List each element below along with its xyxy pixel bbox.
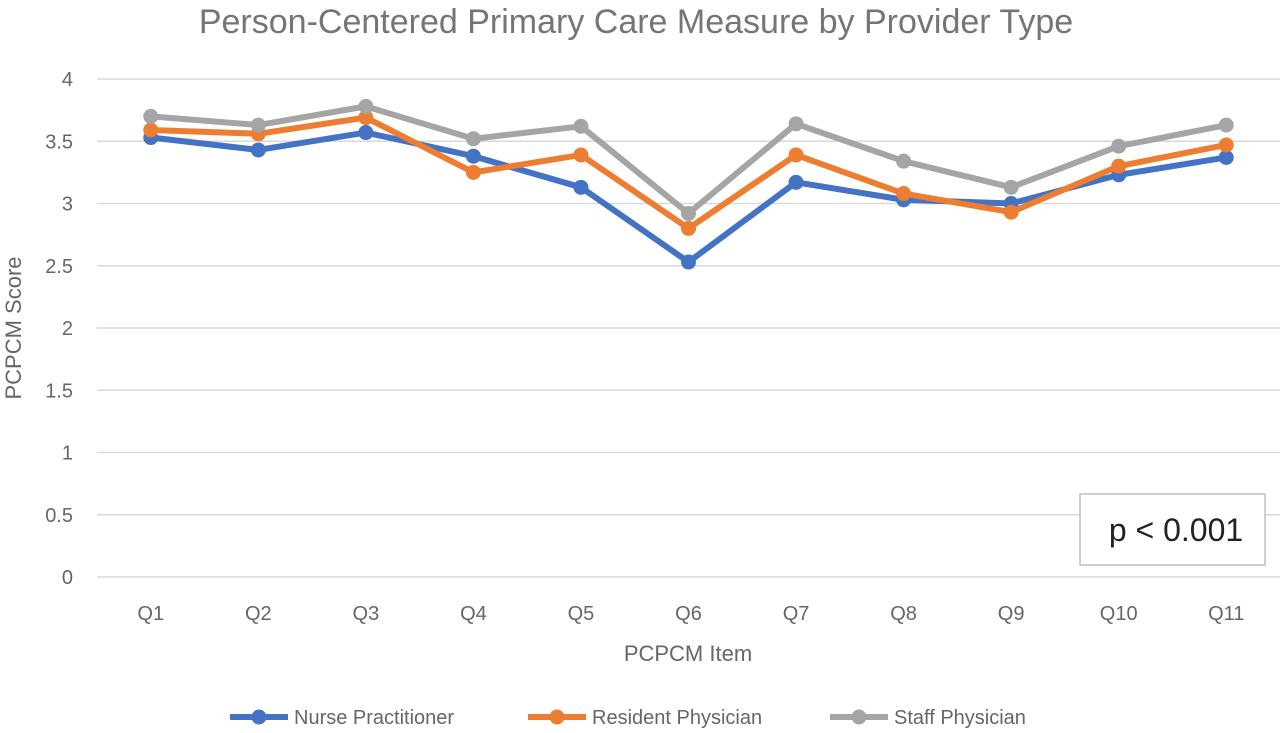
series-line [147,103,1230,217]
y-tick-label: 2.5 [45,256,73,278]
legend-item: Nurse Practitioner [230,707,454,729]
data-point [1003,204,1019,220]
data-point [896,153,912,169]
data-point [358,98,374,114]
data-point [1218,137,1234,153]
x-tick-label: Q11 [1208,603,1244,625]
data-point [1111,138,1127,154]
x-tick-label: Q1 [137,603,164,625]
data-point [1218,117,1234,133]
annotation-text: p < 0.001 [1109,512,1243,548]
data-point [250,117,266,133]
y-tick-label: 3.5 [45,131,73,153]
data-point [465,164,481,180]
x-tick-label: Q3 [353,603,380,625]
data-point [573,118,589,134]
legend-item: Resident Physician [528,707,762,729]
data-point [788,147,804,163]
y-tick-label: 1 [62,443,73,465]
data-point [573,179,589,195]
series-line [147,129,1230,266]
data-point [896,186,912,202]
data-point [1003,179,1019,195]
y-tick-labels: 0 0.5 1 1.5 2 2.5 3 3.5 4 [45,69,73,589]
data-point [1111,158,1127,174]
legend-label: Resident Physician [592,707,762,729]
x-tick-label: Q5 [568,603,595,625]
x-tick-label: Q7 [783,603,810,625]
series-nurse-practitioner [143,125,1234,270]
annotation-box: p < 0.001 [1079,493,1266,566]
x-tick-label: Q9 [998,603,1025,625]
y-tick-label: 1.5 [45,380,73,402]
legend-marker [251,709,267,725]
y-tick-label: 0.5 [45,505,73,527]
data-point [358,110,374,126]
data-point [681,254,696,270]
data-point [788,116,804,132]
data-point [358,125,374,141]
chart-title: Person-Centered Primary Care Measure by … [199,3,1073,41]
y-tick-label: 4 [62,69,73,91]
x-tick-labels: Q1 Q2 Q3 Q4 Q5 Q6 Q7 Q8 Q9 Q10 Q11 [137,603,1244,625]
data-point [681,220,696,236]
legend: Nurse Practitioner Resident Physician Staf… [230,707,1026,729]
legend-label: Staff Physician [894,707,1026,729]
data-point [788,174,804,190]
data-point [465,131,481,147]
y-axis-label: PCPCM Score [1,256,26,399]
data-point [681,205,696,221]
legend-label: Nurse Practitioner [294,707,454,729]
x-tick-label: Q2 [245,603,272,625]
legend-marker [549,709,565,725]
y-tick-label: 0 [62,567,73,589]
data-point [143,108,159,124]
data-point [465,148,481,164]
y-tick-label: 3 [62,194,73,216]
data-point [143,122,159,138]
x-tick-label: Q4 [460,603,487,625]
series-staff-physician [143,98,1234,221]
legend-marker [851,709,867,725]
legend-item: Staff Physician [830,707,1026,729]
x-axis-label: PCPCM Item [624,641,752,666]
series-resident-physician [143,110,1234,236]
data-point [573,147,589,163]
series-group [143,98,1234,270]
y-tick-label: 2 [62,318,73,340]
data-point [1218,149,1234,165]
x-tick-label: Q8 [890,603,917,625]
data-point [250,142,266,158]
x-tick-label: Q10 [1100,603,1138,625]
x-tick-label: Q6 [675,603,702,625]
